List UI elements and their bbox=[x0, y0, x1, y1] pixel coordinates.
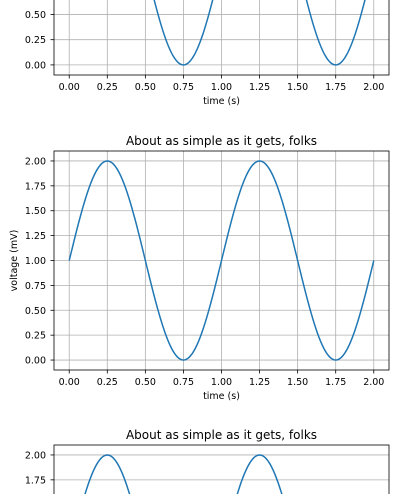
y-tick-label: 1.25 bbox=[25, 231, 46, 242]
x-axis-label: time (s) bbox=[203, 96, 240, 107]
plot-frame bbox=[53, 444, 390, 494]
x-axis-label: time (s) bbox=[203, 391, 240, 402]
x-tick-label: 1.75 bbox=[325, 82, 346, 93]
x-tick-label: 0.50 bbox=[135, 377, 156, 388]
x-tick-label: 0.75 bbox=[173, 82, 194, 93]
chart-panel-3: 1.75 2.00 About as simple as it gets, folk… bbox=[25, 428, 390, 494]
x-tick-label: 1.75 bbox=[325, 377, 346, 388]
y-tick-label: 1.75 bbox=[25, 475, 46, 486]
x-tick-label: 2.00 bbox=[363, 82, 384, 93]
y-tick-label: 0.00 bbox=[25, 356, 46, 367]
chart-title: About as simple as it gets, folks bbox=[126, 134, 317, 148]
chart-title: About as simple as it gets, folks bbox=[126, 428, 317, 442]
y-tick-label: 0.25 bbox=[25, 331, 46, 342]
x-tick-label: 2.00 bbox=[363, 377, 384, 388]
chart-panel-1: 0.00 0.25 0.50 0.75 1.00 1.25 1.50 1.75 2.00 0.00… bbox=[25, 0, 390, 107]
x-tick-label: 1.25 bbox=[249, 377, 270, 388]
x-tick-label: 1.00 bbox=[211, 82, 232, 93]
y-tick-label: 0.50 bbox=[25, 306, 46, 317]
y-tick-label: 0.25 bbox=[25, 35, 46, 46]
series-line bbox=[84, 454, 283, 494]
y-tick-label: 2.00 bbox=[25, 450, 46, 461]
x-tick-label: 1.50 bbox=[287, 377, 308, 388]
series-line bbox=[68, 160, 375, 361]
x-tick-label: 0.00 bbox=[59, 377, 80, 388]
y-tick-label: 0.50 bbox=[25, 10, 46, 21]
y-tick-label: 1.50 bbox=[25, 206, 46, 217]
x-tick-label: 1.00 bbox=[211, 377, 232, 388]
x-tick-label: 1.50 bbox=[287, 82, 308, 93]
x-tick-label: 0.50 bbox=[135, 82, 156, 93]
y-tick-label: 0.00 bbox=[25, 60, 46, 71]
y-tick-label: 0.75 bbox=[25, 281, 46, 292]
x-tick-label: 0.25 bbox=[97, 82, 118, 93]
y-tick-label: 1.75 bbox=[25, 181, 46, 192]
series-line bbox=[153, 0, 366, 66]
y-tick-label: 1.00 bbox=[25, 256, 46, 267]
x-tick-label: 1.25 bbox=[249, 82, 270, 93]
y-axis-label: voltage (mV) bbox=[9, 230, 20, 292]
x-tick-label: 0.75 bbox=[173, 377, 194, 388]
x-tick-label: 0.25 bbox=[97, 377, 118, 388]
chart-panel-2: 0.00 0.25 0.50 0.75 1.00 1.25 1.50 1.75 2.00 0.00… bbox=[9, 134, 390, 402]
y-tick-label: 2.00 bbox=[25, 156, 46, 167]
x-tick-label: 0.00 bbox=[59, 82, 80, 93]
